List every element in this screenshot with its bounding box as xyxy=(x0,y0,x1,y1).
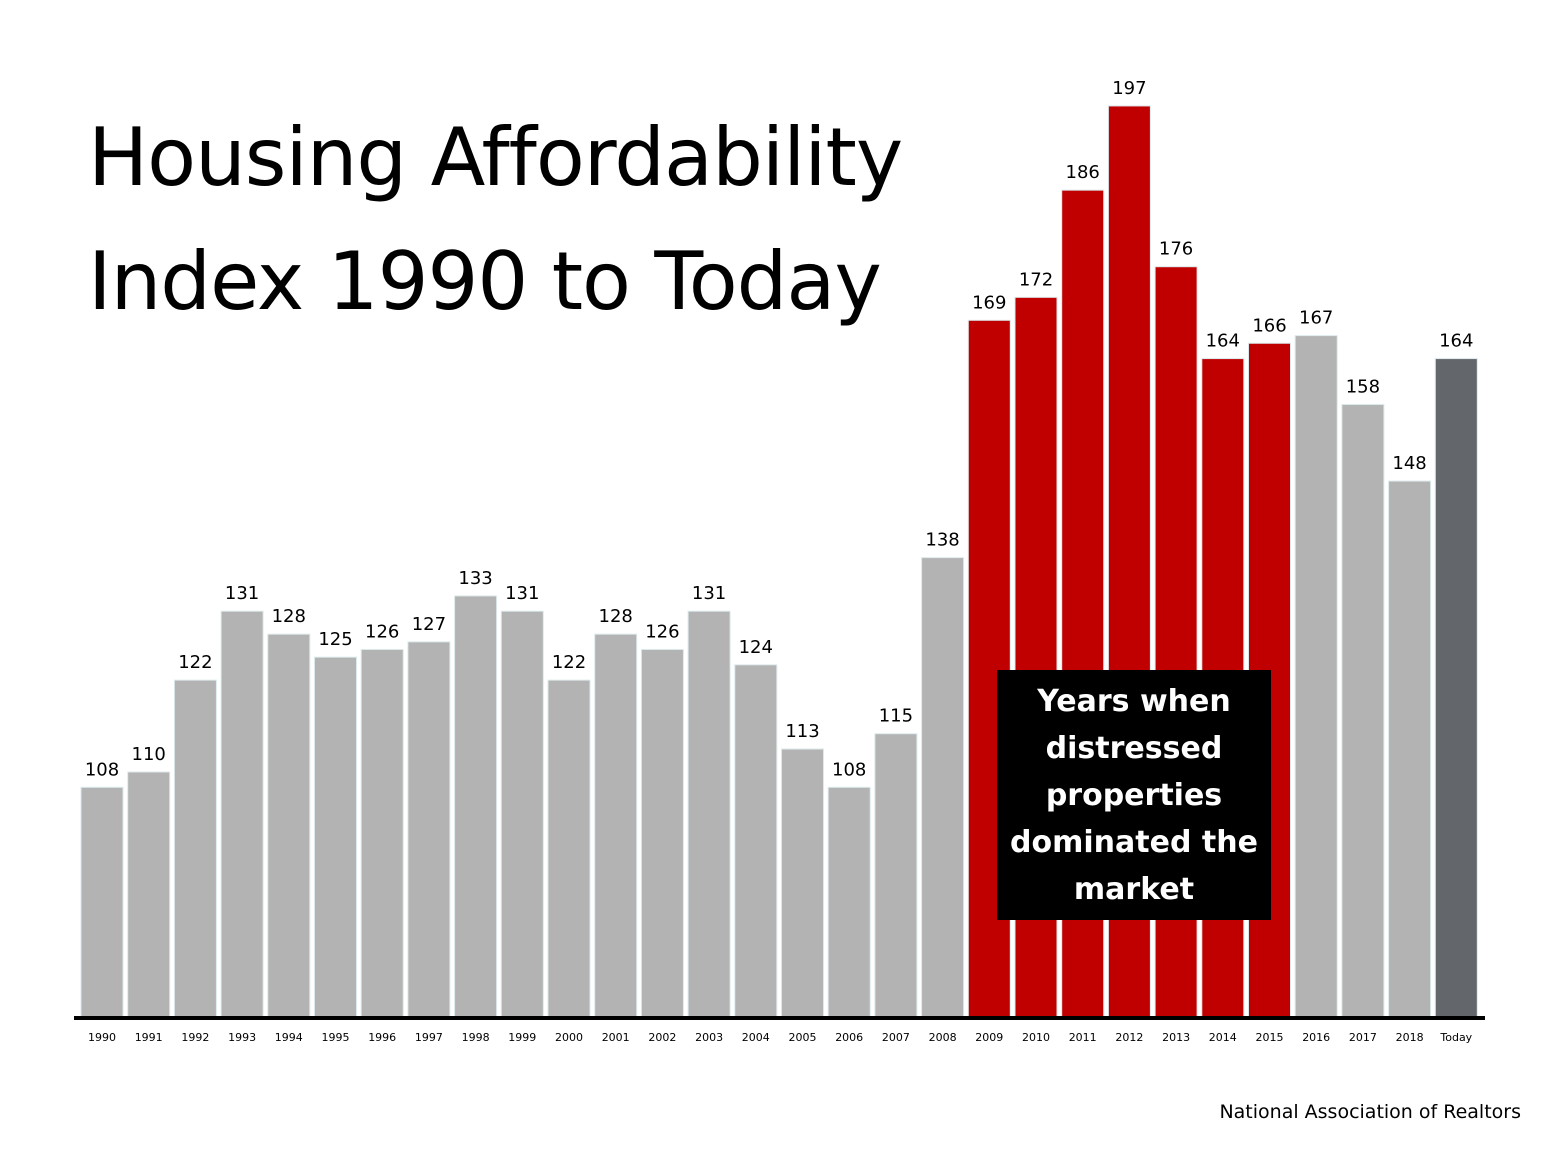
distressed-years-callout: Years when distressed properties dominat… xyxy=(997,670,1271,920)
data-label-2008: 138 xyxy=(925,530,959,551)
x-tick-label-2001: 2001 xyxy=(602,1031,630,1044)
data-label-2015: 166 xyxy=(1252,315,1286,336)
bar-1997 xyxy=(407,641,451,1018)
x-tick-label-2014: 2014 xyxy=(1209,1031,1237,1044)
x-tick-label-2005: 2005 xyxy=(789,1031,817,1044)
bar-1998 xyxy=(454,595,498,1018)
data-label-2007: 115 xyxy=(879,706,913,727)
bar-2003 xyxy=(687,610,731,1018)
bar-1991 xyxy=(127,771,171,1018)
bar-2000 xyxy=(547,679,591,1018)
x-tick-label-Today: Today xyxy=(1439,1031,1472,1044)
x-tick-label-1992: 1992 xyxy=(181,1031,209,1044)
bar-2018 xyxy=(1388,480,1432,1018)
x-tick-label-2000: 2000 xyxy=(555,1031,583,1044)
x-tick-label-2004: 2004 xyxy=(742,1031,770,1044)
data-label-1992: 122 xyxy=(178,652,212,673)
x-tick-label-1993: 1993 xyxy=(228,1031,256,1044)
data-label-1991: 110 xyxy=(132,744,166,765)
data-label-2016: 167 xyxy=(1299,308,1333,329)
data-label-2001: 128 xyxy=(599,606,633,627)
bar-Today xyxy=(1434,358,1478,1018)
x-tick-label-2007: 2007 xyxy=(882,1031,910,1044)
x-tick-label-2003: 2003 xyxy=(695,1031,723,1044)
data-label-2004: 124 xyxy=(739,637,773,658)
x-tick-label-2008: 2008 xyxy=(929,1031,957,1044)
x-tick-label-1995: 1995 xyxy=(322,1031,350,1044)
chart-title-line-2: Index 1990 to Today xyxy=(88,235,882,328)
x-tick-label-2016: 2016 xyxy=(1302,1031,1330,1044)
x-tick-label-2013: 2013 xyxy=(1162,1031,1190,1044)
bar-2002 xyxy=(640,649,684,1018)
data-label-2005: 113 xyxy=(785,721,819,742)
bar-2008 xyxy=(921,557,965,1018)
x-tick-label-2010: 2010 xyxy=(1022,1031,1050,1044)
x-tick-label-2012: 2012 xyxy=(1115,1031,1143,1044)
data-label-2017: 158 xyxy=(1346,377,1380,398)
x-tick-label-1991: 1991 xyxy=(135,1031,163,1044)
bar-2017 xyxy=(1341,404,1385,1018)
x-tick-label-2006: 2006 xyxy=(835,1031,863,1044)
data-label-1990: 108 xyxy=(85,759,119,780)
x-tick-label-2017: 2017 xyxy=(1349,1031,1377,1044)
data-label-2012: 197 xyxy=(1112,78,1146,99)
chart-title-line-1: Housing Affordability xyxy=(88,111,903,204)
x-tick-label-1998: 1998 xyxy=(462,1031,490,1044)
data-label-2006: 108 xyxy=(832,759,866,780)
x-tick-label-2011: 2011 xyxy=(1069,1031,1097,1044)
x-tick-label-2009: 2009 xyxy=(975,1031,1003,1044)
data-label-1997: 127 xyxy=(412,614,446,635)
data-label-1994: 128 xyxy=(272,606,306,627)
data-label-2018: 148 xyxy=(1392,453,1426,474)
x-tick-label-1997: 1997 xyxy=(415,1031,443,1044)
bar-1996 xyxy=(360,649,404,1018)
data-label-2010: 172 xyxy=(1019,269,1053,290)
x-tick-label-2018: 2018 xyxy=(1396,1031,1424,1044)
data-label-Today: 164 xyxy=(1439,331,1473,352)
data-label-2009: 169 xyxy=(972,292,1006,313)
bar-1990 xyxy=(80,786,124,1018)
x-tick-label-1990: 1990 xyxy=(88,1031,116,1044)
bar-1999 xyxy=(500,610,544,1018)
data-label-2013: 176 xyxy=(1159,239,1193,260)
data-label-2003: 131 xyxy=(692,583,726,604)
bar-2006 xyxy=(827,786,871,1018)
bar-1995 xyxy=(314,656,357,1018)
bar-2007 xyxy=(874,733,918,1018)
bar-2004 xyxy=(734,664,778,1018)
x-tick-label-2015: 2015 xyxy=(1256,1031,1284,1044)
x-tick-label-1996: 1996 xyxy=(368,1031,396,1044)
chart-title: Housing Affordability Index 1990 to Toda… xyxy=(88,96,903,344)
data-label-1999: 131 xyxy=(505,583,539,604)
bar-2005 xyxy=(781,748,824,1018)
data-label-1998: 133 xyxy=(458,568,492,589)
x-tick-label-1999: 1999 xyxy=(508,1031,536,1044)
data-label-1996: 126 xyxy=(365,622,399,643)
x-tick-label-1994: 1994 xyxy=(275,1031,303,1044)
x-tick-label-2002: 2002 xyxy=(648,1031,676,1044)
source-credit: National Association of Realtors xyxy=(1219,1101,1521,1123)
bar-1993 xyxy=(220,610,264,1018)
data-label-2014: 164 xyxy=(1206,331,1240,352)
data-label-2011: 186 xyxy=(1066,162,1100,183)
bar-1992 xyxy=(173,679,217,1018)
data-label-2000: 122 xyxy=(552,652,586,673)
bar-2001 xyxy=(594,633,638,1018)
bar-2016 xyxy=(1294,335,1338,1018)
data-label-2002: 126 xyxy=(645,622,679,643)
bar-1994 xyxy=(267,633,311,1018)
data-label-1993: 131 xyxy=(225,583,259,604)
data-label-1995: 125 xyxy=(318,629,352,650)
